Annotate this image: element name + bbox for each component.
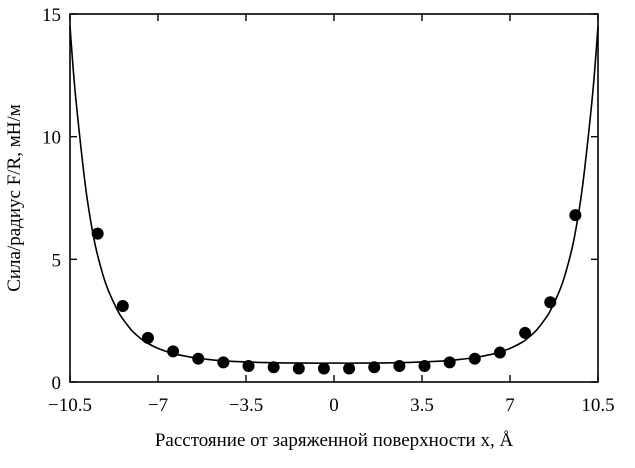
data-point — [569, 209, 582, 222]
y-tick-label: 5 — [52, 250, 62, 271]
data-point — [217, 356, 230, 369]
axis-ticks: −10.5 −7 −3.5 0 3.5 7 10.5 0 5 10 15 — [42, 5, 615, 416]
data-point — [292, 362, 305, 375]
data-point — [317, 362, 330, 375]
y-tick-label: 0 — [52, 373, 62, 394]
fit-curve-line — [69, 26, 599, 364]
data-point — [418, 360, 431, 373]
data-point — [393, 360, 406, 373]
x-tick-label: −3.5 — [229, 395, 263, 416]
data-point — [544, 296, 557, 309]
x-tick-label: 3.5 — [410, 395, 434, 416]
y-tick-label: 10 — [42, 128, 61, 149]
data-point — [242, 360, 255, 373]
y-axis-label: Сила/радиус F/R, мН/м — [4, 104, 25, 292]
x-axis-label: Расстояние от заряженной поверхности x, … — [155, 430, 514, 451]
x-tick-label: −7 — [148, 395, 168, 416]
data-point — [167, 345, 180, 358]
x-tick-label: 10.5 — [581, 395, 614, 416]
x-tick-label: −10.5 — [48, 395, 92, 416]
data-point — [519, 326, 532, 339]
data-points-layer — [91, 209, 582, 375]
data-point — [343, 362, 356, 375]
data-point — [368, 361, 381, 374]
data-point — [192, 352, 205, 365]
data-point — [91, 227, 104, 240]
data-point — [141, 331, 154, 344]
x-tick-label: 7 — [505, 395, 515, 416]
data-point — [493, 346, 506, 359]
data-point — [116, 299, 129, 312]
fit-curve-layer — [69, 26, 599, 364]
plot-frame — [69, 13, 599, 383]
x-tick-label: 0 — [329, 395, 339, 416]
data-point — [468, 352, 481, 365]
data-point — [443, 356, 456, 369]
y-tick-label: 15 — [42, 5, 61, 26]
data-point — [267, 361, 280, 374]
